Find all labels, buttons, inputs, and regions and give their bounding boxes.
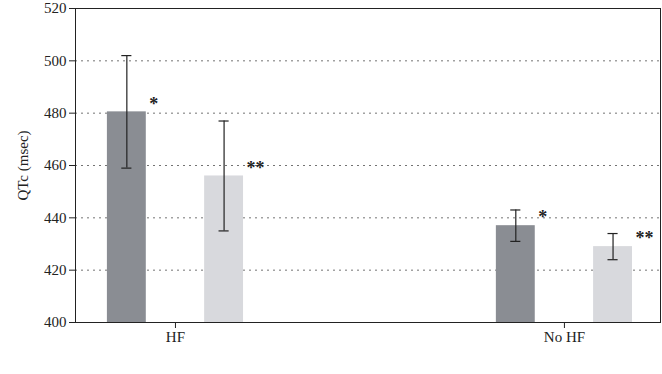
svg-text:440: 440 [44, 210, 67, 226]
svg-text:HF: HF [166, 329, 185, 345]
svg-text:QTc (msec): QTc (msec) [15, 130, 32, 200]
svg-text:480: 480 [44, 105, 67, 121]
svg-text:**: ** [247, 158, 265, 178]
svg-text:520: 520 [44, 0, 67, 16]
svg-text:*: * [538, 207, 547, 227]
svg-text:420: 420 [44, 262, 67, 278]
svg-text:460: 460 [44, 157, 67, 173]
svg-text:**: ** [635, 228, 653, 248]
svg-text:500: 500 [44, 53, 67, 69]
svg-text:*: * [149, 94, 158, 114]
svg-text:No HF: No HF [544, 329, 585, 345]
svg-text:400: 400 [44, 314, 67, 330]
